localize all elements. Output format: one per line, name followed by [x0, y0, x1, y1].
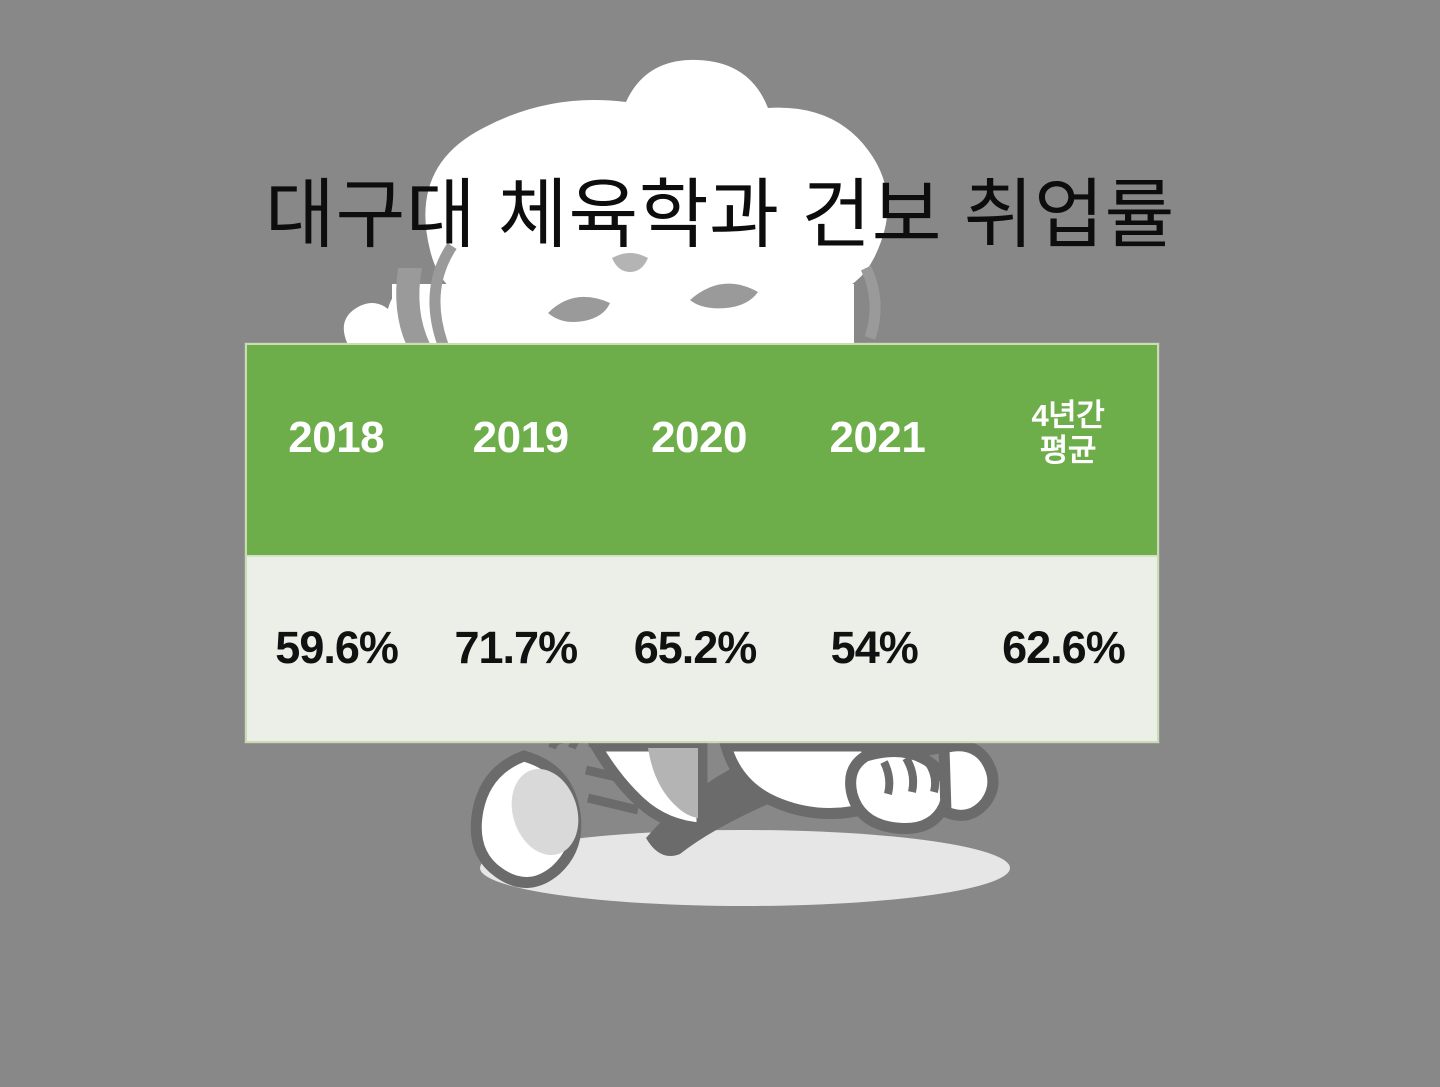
head-shade-left	[396, 268, 430, 344]
eye-left	[548, 296, 610, 322]
mascot-head-lower	[392, 284, 854, 346]
four-year-average-line1: 4년간	[1031, 398, 1105, 434]
ground-shadow	[480, 830, 1010, 906]
column-header-2019: 2019	[472, 412, 569, 462]
value-2019: 71.7%	[454, 622, 579, 674]
page-title: 대구대 체육학과 건보 취업률	[265, 173, 1175, 258]
leg-left	[586, 740, 708, 834]
employment-rate-table: 2018 2019 2020 2021 4년간 평균 59.6% 71.7% 6…	[245, 343, 1159, 743]
leg-shadow	[646, 726, 967, 856]
sneaker-right	[938, 740, 999, 821]
value-2021: 54%	[830, 622, 919, 674]
column-header-2018: 2018	[288, 412, 385, 462]
sneaker-left	[470, 750, 640, 888]
column-header-2021: 2021	[829, 412, 926, 462]
leg-right	[718, 740, 883, 819]
column-header-2020: 2020	[651, 412, 747, 462]
value-2020: 65.2%	[633, 622, 758, 674]
ear-right-outline	[860, 265, 881, 340]
four-year-average-line2: 평균	[1039, 433, 1097, 468]
eye-right	[690, 283, 758, 309]
value-2018: 59.6%	[275, 622, 399, 674]
value-four-year-average: 62.6%	[1002, 622, 1126, 674]
table-data-row: 59.6% 71.7% 65.2% 54% 62.6%	[247, 555, 1157, 741]
table-header-row: 2018 2019 2020 2021 4년간 평균	[247, 345, 1157, 555]
column-header-four-year-average: 4년간 평균	[979, 399, 1157, 468]
leg-left-shade	[648, 748, 698, 818]
paw-right	[845, 746, 953, 835]
